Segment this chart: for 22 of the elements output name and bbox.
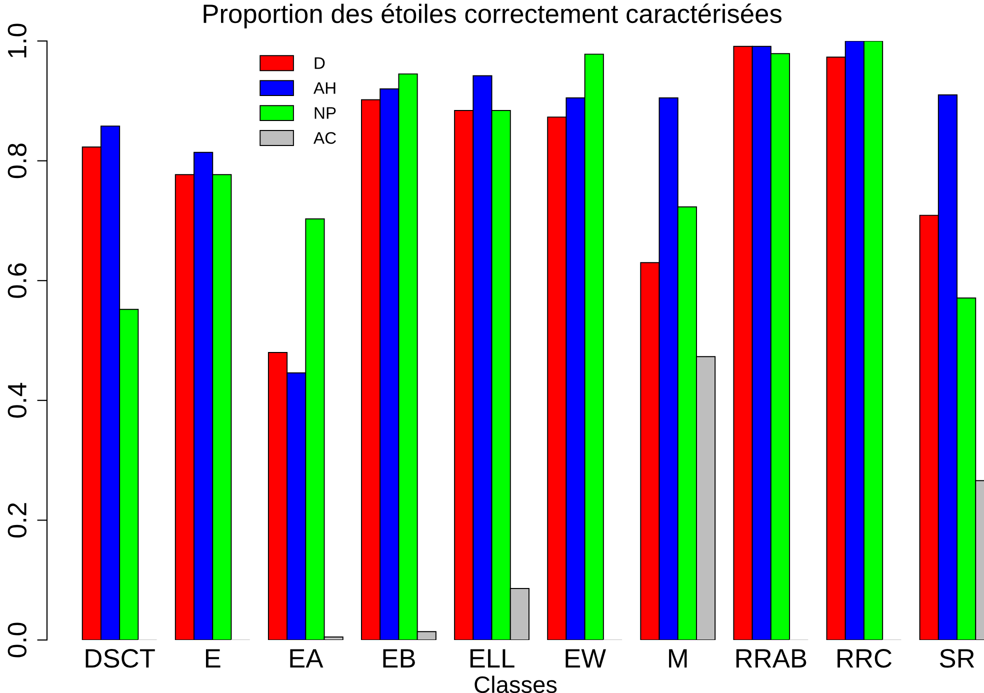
x-tick-label: EB: [383, 649, 415, 668]
x-tick-label: RRC: [838, 649, 892, 668]
x-tick-label: M: [669, 649, 687, 668]
y-tick-label: 0.8: [8, 144, 27, 178]
x-tick-label: E: [206, 649, 220, 668]
x-tick-label: EA: [290, 649, 324, 668]
y-tick-label: 0.2: [8, 503, 27, 538]
y-tick-label: 0.4: [8, 382, 27, 418]
x-tick-label: DSCT: [86, 649, 155, 668]
y-tick-label: 0.6: [8, 263, 27, 298]
legend-label: D: [314, 57, 325, 69]
legend-label: AC: [313, 132, 336, 144]
y-tick-label: 0.0: [8, 622, 27, 658]
x-tick-label: SR: [940, 649, 974, 668]
legend-label: NP: [314, 107, 336, 119]
chart-title: Proportion des étoiles correctement caractérisées: [204, 3, 782, 28]
x-tick-label: EW: [566, 649, 606, 668]
x-tick-label: ELL: [470, 649, 514, 668]
x-axis-title: Classes: [474, 676, 557, 693]
y-tick-label: 1.0: [8, 24, 27, 58]
legend-label: AH: [313, 82, 336, 94]
x-tick-label: RRAB: [736, 649, 806, 668]
